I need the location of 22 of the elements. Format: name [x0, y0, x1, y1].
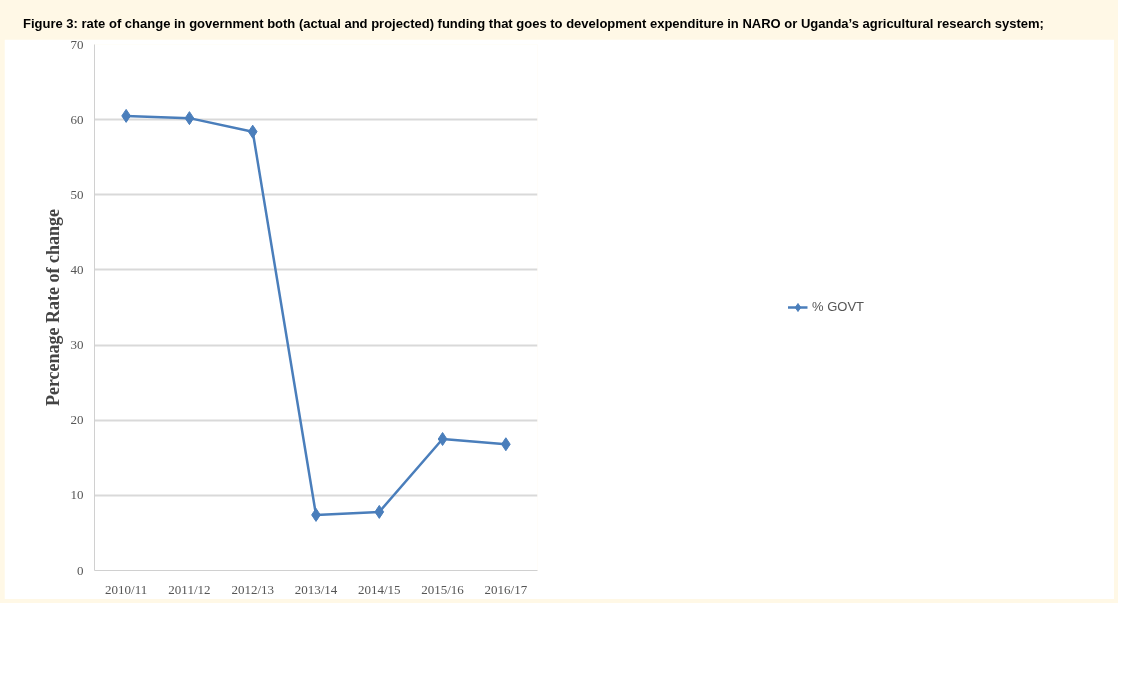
x-tick-label: 2013/14	[294, 581, 338, 597]
point	[374, 504, 385, 519]
point	[247, 124, 258, 139]
x-tick-label: 2015/16	[421, 581, 465, 597]
x-tick-label: 2014/15	[357, 581, 401, 597]
y-tick-label: 30	[70, 336, 84, 352]
x-tick-label: 2011/12	[168, 581, 211, 597]
y-tick-label: 70	[70, 36, 84, 52]
y-tick-label: 50	[70, 186, 84, 202]
x-tick-label: 2016/17	[484, 581, 528, 597]
point	[437, 431, 448, 446]
point	[184, 110, 195, 125]
chart-title: Figure 3: rate of change in government both (actual and projected) funding that goes to development expenditure in NARO or Uganda’s agricultural research system;	[23, 15, 1044, 33]
y-tick-label: 0	[77, 562, 84, 578]
y-tick-label: 20	[70, 411, 84, 427]
x-tick-label: 2010/11	[105, 581, 148, 597]
legend-label: % GOVT	[811, 299, 865, 315]
y-tick-label: 40	[70, 261, 84, 277]
x-tick-label: 2012/13	[231, 581, 275, 597]
y-tick-label: 60	[70, 111, 84, 127]
y-axis-title: Percenage Rate of change	[42, 208, 63, 406]
y-tick-label: 10	[70, 486, 84, 502]
